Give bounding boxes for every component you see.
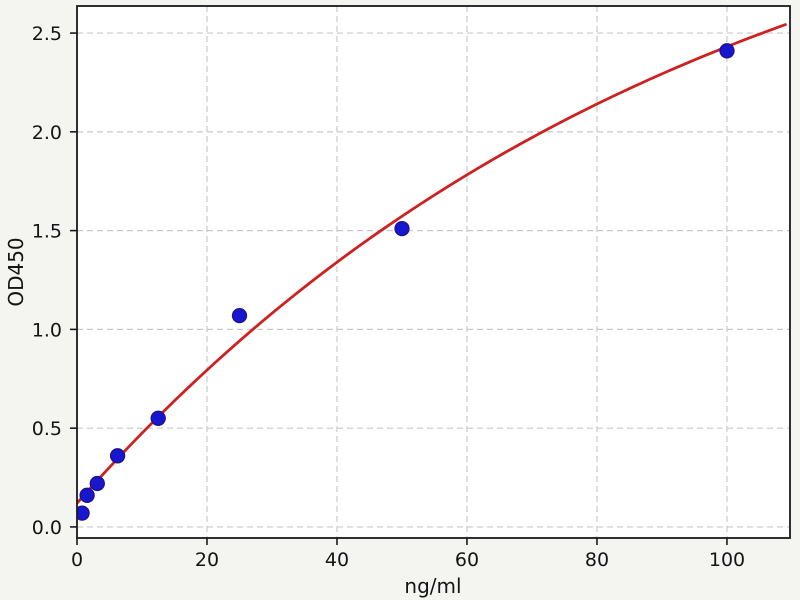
data-point — [79, 487, 95, 503]
x-axis-label: ng/ml — [404, 574, 461, 598]
y-axis-label: OD450 — [4, 237, 28, 306]
data-point — [719, 43, 735, 59]
tick-labels: 0 20 40 60 80 100 0.0 0.5 1.0 1.5 2.0 2.5 — [32, 23, 745, 571]
data-point — [231, 307, 248, 324]
y-tick-label: 1.0 — [32, 319, 62, 341]
fit-curve-line — [77, 23, 787, 505]
y-tick-label: 0.5 — [32, 418, 62, 440]
x-tick-label: 20 — [195, 549, 219, 571]
data-point — [77, 505, 90, 521]
y-tick-label: 0.0 — [32, 517, 62, 539]
data-point — [150, 410, 166, 426]
data-layer — [77, 23, 787, 521]
data-point — [109, 448, 126, 464]
data-point — [89, 475, 105, 492]
y-tick-label: 2.0 — [32, 122, 62, 144]
y-tick-label: 2.5 — [32, 23, 62, 45]
data-point — [394, 220, 410, 237]
standard-points — [77, 43, 735, 521]
x-tick-label: 60 — [455, 549, 479, 571]
y-tick-label: 1.5 — [32, 221, 62, 243]
plot-border — [76, 5, 791, 539]
axes — [70, 5, 791, 545]
x-tick-label: 40 — [325, 549, 349, 571]
plot-area — [77, 6, 790, 538]
x-tick-label: 80 — [585, 549, 609, 571]
x-tick-label: 100 — [709, 549, 745, 571]
x-tick-label: 0 — [71, 549, 83, 571]
